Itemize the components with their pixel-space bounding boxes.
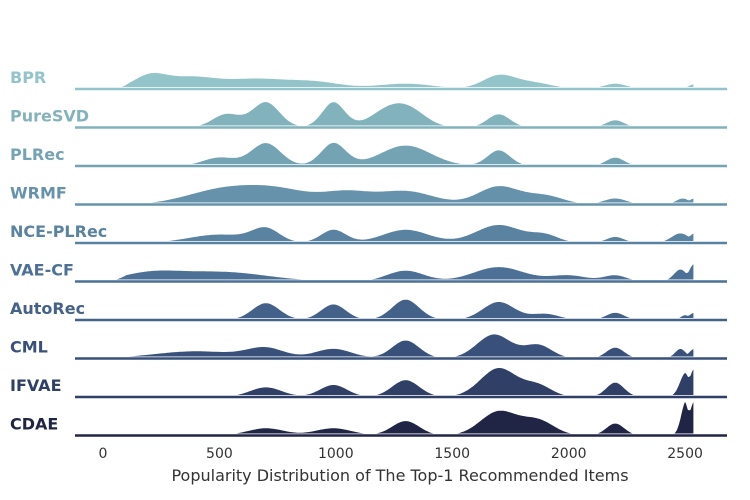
ridge-label: PLRec [10, 145, 65, 164]
ridge-label: BPR [10, 68, 46, 87]
ridge-area [108, 332, 696, 359]
x-axis-title: Popularity Distribution of The Top-1 Rec… [171, 466, 628, 485]
ridge-label: AutoRec [10, 299, 85, 318]
ridge-label: IFVAE [10, 376, 62, 395]
ridge-area [108, 398, 696, 436]
ridge-plot-area [75, 71, 727, 437]
ridge-label: VAE-CF [10, 261, 74, 280]
ridge-area [108, 223, 696, 243]
ridge-bpr [75, 71, 727, 91]
x-tick-label: 2500 [667, 446, 703, 462]
ridge-area [108, 140, 696, 166]
ridge-cdae [75, 398, 727, 437]
ridge-label: WRMF [10, 184, 67, 203]
ridge-cml [75, 332, 727, 360]
ridge-area [108, 71, 696, 89]
x-axis-ticks: 0 500 1000 1500 2000 2500 [98, 446, 702, 462]
ridge-ifvae [75, 366, 727, 399]
x-tick-label: 1500 [434, 446, 470, 462]
ridge-autorec [75, 297, 727, 322]
ridge-wrmf [75, 183, 727, 206]
x-tick-label: 2000 [551, 446, 587, 462]
ridge-area [120, 183, 696, 205]
ridge-area [108, 297, 696, 320]
ridge-vae-cf [75, 261, 727, 283]
x-tick-label: 0 [98, 446, 107, 462]
ridge-puresvd [75, 100, 727, 129]
ridge-area [106, 261, 696, 282]
ridge-label: PureSVD [10, 107, 89, 126]
ridge-label: NCE-PLRec [10, 222, 107, 241]
x-tick-label: 1000 [318, 446, 354, 462]
x-tick-label: 500 [206, 446, 233, 462]
ridge-label: CDAE [10, 415, 58, 434]
ridge-label: CML [10, 338, 48, 357]
ridge-labels: BPR PureSVD PLRec WRMF NCE-PLRec VAE-CF AutoRe… [10, 68, 107, 434]
ridge-area [108, 366, 696, 397]
ridge-nce-plrec [75, 223, 727, 245]
ridge-plrec [75, 140, 727, 168]
ridge-area [108, 100, 696, 128]
